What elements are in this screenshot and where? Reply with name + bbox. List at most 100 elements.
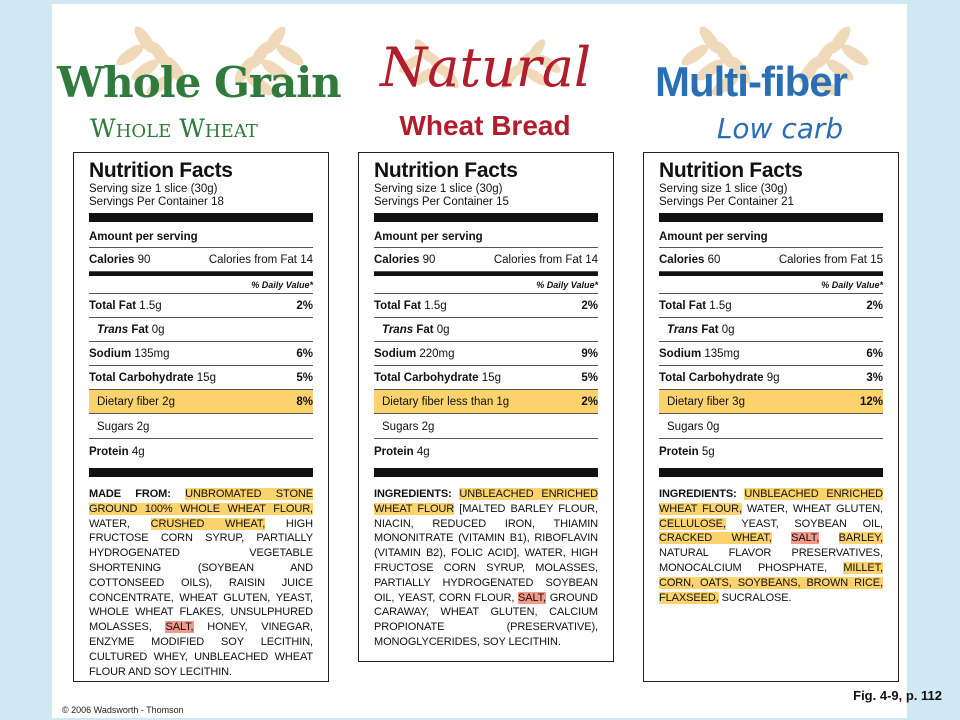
total-fat-cell: Total Fat 1.5g [659,300,732,312]
sugars-row: Sugars 2g [89,415,313,439]
total-carbohydrate-cell: Total Carbohydrate 9g [659,372,780,384]
calories-row: Calories 60 Calories from Fat 15 [659,248,883,272]
total-fat-value: 1.5g [709,299,732,312]
amount-per-serving-row: Amount per serving [89,226,313,248]
dietary-fiber-daily-value: 12% [859,395,883,408]
medium-divider [374,272,598,276]
nutrition-label: Nutrition Facts Serving size 1 slice (30g… [358,152,614,662]
servings-per-container: Servings Per Container 15 [374,196,509,208]
ingredient-text [171,488,185,500]
total-fat-daily-value: 2% [296,299,313,312]
thick-divider [659,468,883,477]
ingredients-prefix: INGREDIENTS: [659,488,737,500]
protein-value: 4g [131,445,145,458]
sodium-daily-value: 6% [866,347,883,360]
calories-row: Calories 90 Calories from Fat 14 [89,248,313,272]
trans-fat-value: 0g [436,323,450,336]
thick-divider [89,213,313,222]
ingredients-prefix: INGREDIENTS: [374,488,452,500]
serving-size: Serving size 1 slice (30g) [659,183,788,195]
dietary-fiber-row: Dietary fiber less than 1g 2% [374,390,598,414]
calories-label: Calories [374,253,420,266]
ingredient-text: HIGH FRUCTOSE CORN SYRUP, PARTIALLY HYDR… [89,517,313,634]
highlighted-ingredient: CRACKED WHEAT, [659,532,772,545]
total-carbohydrate-label: Total Carbohydrate [374,371,479,384]
ingredient-text: NATURAL FLAVOR PRESERVATIVES, MONOCALCIU… [659,547,883,574]
protein-cell: Protein 4g [89,446,145,458]
sodium-value: 135mg [704,347,740,360]
protein-value: 4g [416,445,430,458]
total-fat-daily-value: 2% [866,299,883,312]
total-fat-value: 1.5g [139,299,162,312]
trans-fat-cell: Trans Fat 0g [667,324,735,336]
sodium-value: 220mg [419,347,455,360]
trans-fat-label: Trans [97,323,129,336]
ingredient-text: YEAST, SOYBEAN OIL, [725,517,883,530]
amount-per-serving-label: Amount per serving [659,230,768,243]
amount-per-serving-row: Amount per serving [659,226,883,248]
highlighted-ingredient: CELLULOSE, [659,517,726,530]
trans-fat-value: 0g [151,323,165,336]
total-fat-label: Total Fat [659,299,707,312]
dietary-fiber-daily-value: 2% [581,395,598,408]
trans-fat-label: Trans [667,323,699,336]
calories-row: Calories 90 Calories from Fat 14 [374,248,598,272]
trans-fat-row: Trans Fat 0g [659,318,883,342]
highlighted-ingredient: SALT, [165,621,194,634]
dietary-fiber-row: Dietary fiber 2g 8% [89,390,313,414]
sodium-row: Sodium 135mg 6% [659,342,883,366]
total-carbohydrate-value: 15g [196,371,216,384]
brand-title-whole-grain: Whole Grain [57,58,342,107]
total-fat-daily-value: 2% [581,299,598,312]
servings-per-container: Servings Per Container 18 [89,196,224,208]
protein-value: 5g [701,445,715,458]
brand-subtitle-wheat-bread: Wheat Bread [399,110,571,141]
total-carbohydrate-label: Total Carbohydrate [89,371,194,384]
ingredient-text [819,532,838,544]
thick-divider [89,468,313,477]
amount-per-serving-label: Amount per serving [89,230,198,243]
total-carbohydrate-daily-value: 3% [866,371,883,384]
calories-from-fat: Calories from Fat 14 [493,253,598,266]
total-carbohydrate-value: 15g [481,371,501,384]
sodium-value: 135mg [134,347,170,360]
nutrition-facts-heading: Nutrition Facts [89,159,233,182]
ingredient-text: WATER, WHEAT GLUTEN, [741,502,883,515]
total-carbohydrate-row: Total Carbohydrate 9g 3% [659,366,883,390]
trans-fat-row: Trans Fat 0g [89,318,313,342]
ingredients-text: INGREDIENTS: UNBLEACHED ENRICHED WHEAT F… [374,481,598,656]
amount-per-serving-row: Amount per serving [374,226,598,248]
calories-label: Calories [89,253,135,266]
calories-from-fat: Calories from Fat 15 [778,253,883,266]
trans-fat-cell: Trans Fat 0g [97,324,165,336]
total-carbohydrate-daily-value: 5% [581,371,598,384]
calories-value: 90 [137,253,151,266]
trans-fat-label-rest: Fat [701,323,719,336]
total-carbohydrate-cell: Total Carbohydrate 15g [89,372,216,384]
protein-label: Protein [89,445,129,458]
protein-row: Protein 4g [89,439,313,464]
sodium-label: Sodium [374,347,417,360]
serving-size: Serving size 1 slice (30g) [89,183,218,195]
highlighted-ingredient: CRUSHED WHEAT, [150,517,266,530]
dietary-fiber-label: Dietary fiber 3g [667,395,745,408]
sugars-row: Sugars 0g [659,415,883,439]
ingredient-text [772,532,791,544]
sodium-row: Sodium 220mg 9% [374,342,598,366]
total-carbohydrate-row: Total Carbohydrate 15g 5% [374,366,598,390]
trans-fat-cell: Trans Fat 0g [382,324,450,336]
sugars-label: Sugars 0g [667,420,720,433]
total-fat-cell: Total Fat 1.5g [89,300,162,312]
wheat-icon [399,39,561,89]
nutrition-facts-heading: Nutrition Facts [374,159,518,182]
brand-subtitle-low-carb: Low carb [716,112,844,145]
calories-value: 60 [707,253,721,266]
dietary-fiber-label: Dietary fiber less than 1g [382,395,510,408]
calories-value: 90 [422,253,436,266]
sodium-daily-value: 9% [581,347,598,360]
calories-cell: Calories 90 [89,254,150,266]
ingredient-text: WATER, [89,517,151,530]
daily-value-header: % Daily Value* [821,279,883,290]
nutrition-label: Nutrition Facts Serving size 1 slice (30g… [643,152,899,682]
highlighted-ingredient: SALT, [791,532,820,545]
